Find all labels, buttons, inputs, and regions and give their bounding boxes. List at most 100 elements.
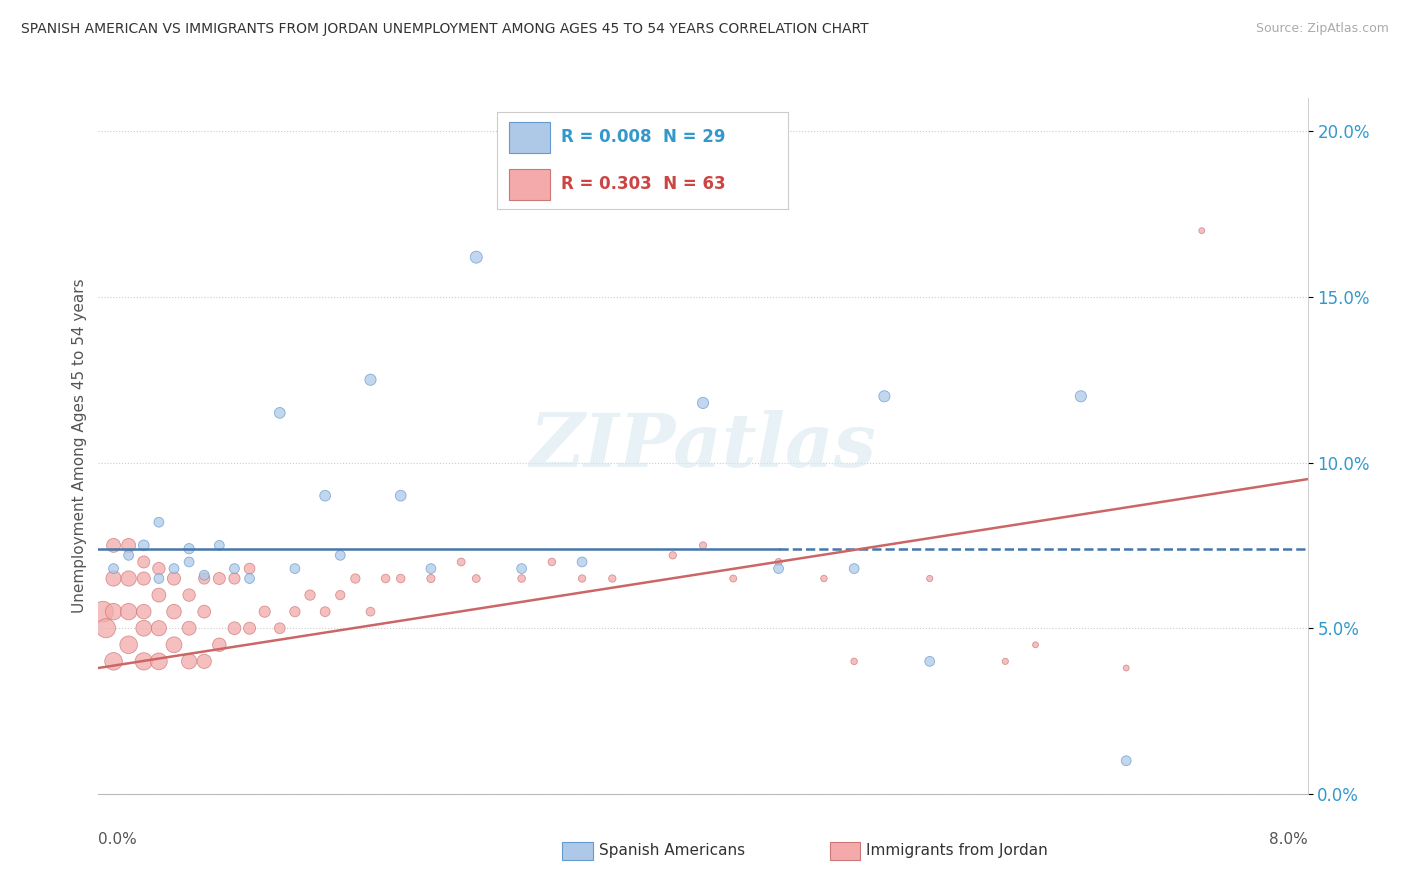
Point xyxy=(118,538,141,552)
Point xyxy=(148,561,170,575)
Point xyxy=(94,621,117,635)
Point xyxy=(510,572,533,586)
Point xyxy=(616,174,638,188)
Point xyxy=(540,555,562,569)
Point xyxy=(329,588,352,602)
Point xyxy=(329,549,352,563)
Point xyxy=(132,621,155,635)
Point xyxy=(299,588,322,602)
Text: Source: ZipAtlas.com: Source: ZipAtlas.com xyxy=(1256,22,1389,36)
Point xyxy=(163,561,186,575)
Point xyxy=(344,572,367,586)
Point xyxy=(193,568,215,582)
Point xyxy=(163,605,186,619)
Point xyxy=(1115,661,1137,675)
Text: Spanish Americans: Spanish Americans xyxy=(599,844,745,858)
Point xyxy=(314,489,336,503)
Point xyxy=(602,572,624,586)
Point xyxy=(768,561,790,575)
Point xyxy=(132,654,155,668)
Point xyxy=(374,572,396,586)
Point xyxy=(284,605,307,619)
Point xyxy=(163,638,186,652)
Point xyxy=(359,605,381,619)
Point xyxy=(510,561,533,575)
Text: SPANISH AMERICAN VS IMMIGRANTS FROM JORDAN UNEMPLOYMENT AMONG AGES 45 TO 54 YEAR: SPANISH AMERICAN VS IMMIGRANTS FROM JORD… xyxy=(21,22,869,37)
Point xyxy=(389,572,412,586)
Point xyxy=(253,605,276,619)
Point xyxy=(148,621,170,635)
Point xyxy=(103,538,125,552)
Point xyxy=(132,538,155,552)
Point xyxy=(692,396,714,410)
Point xyxy=(193,605,215,619)
Text: ZIPatlas: ZIPatlas xyxy=(530,409,876,483)
Point xyxy=(224,561,246,575)
Point xyxy=(208,572,231,586)
Point xyxy=(1070,389,1092,403)
Point xyxy=(148,588,170,602)
Text: 0.0%: 0.0% xyxy=(98,832,138,847)
Point xyxy=(193,654,215,668)
Point xyxy=(918,572,941,586)
Point xyxy=(419,572,441,586)
Point xyxy=(224,621,246,635)
Point xyxy=(91,605,114,619)
Point xyxy=(1024,638,1046,652)
Point xyxy=(465,250,488,264)
Point xyxy=(193,572,215,586)
Point xyxy=(163,572,186,586)
Point xyxy=(1115,754,1137,768)
Point xyxy=(768,555,790,569)
Point xyxy=(179,654,201,668)
Point xyxy=(873,389,896,403)
Point xyxy=(723,572,745,586)
Point xyxy=(465,572,488,586)
Point xyxy=(208,638,231,652)
Point xyxy=(571,555,593,569)
Point xyxy=(132,605,155,619)
Point xyxy=(692,538,714,552)
Point xyxy=(661,549,683,563)
Point xyxy=(179,588,201,602)
Point xyxy=(103,654,125,668)
Point xyxy=(844,561,866,575)
Point xyxy=(103,561,125,575)
Point xyxy=(103,572,125,586)
Point xyxy=(118,605,141,619)
Point xyxy=(1191,224,1213,238)
Point xyxy=(118,572,141,586)
Point xyxy=(450,555,472,569)
Text: Immigrants from Jordan: Immigrants from Jordan xyxy=(866,844,1047,858)
Point xyxy=(844,654,866,668)
Point xyxy=(389,489,412,503)
Point xyxy=(314,605,336,619)
Point xyxy=(179,541,201,556)
Point xyxy=(269,406,291,420)
Point xyxy=(359,373,381,387)
Point xyxy=(103,605,125,619)
Point xyxy=(813,572,835,586)
Point xyxy=(918,654,941,668)
Point xyxy=(179,621,201,635)
Point xyxy=(148,654,170,668)
Point xyxy=(148,515,170,529)
Point xyxy=(284,561,307,575)
Point xyxy=(208,538,231,552)
Point xyxy=(994,654,1017,668)
Point xyxy=(269,621,291,635)
Y-axis label: Unemployment Among Ages 45 to 54 years: Unemployment Among Ages 45 to 54 years xyxy=(72,278,87,614)
Point xyxy=(179,555,201,569)
Point xyxy=(148,572,170,586)
Point xyxy=(132,572,155,586)
Point xyxy=(118,638,141,652)
Point xyxy=(132,555,155,569)
Point xyxy=(224,572,246,586)
Point xyxy=(239,621,262,635)
Point xyxy=(118,549,141,563)
Point xyxy=(239,572,262,586)
Point xyxy=(571,572,593,586)
Point xyxy=(419,561,441,575)
Point xyxy=(239,561,262,575)
Text: 8.0%: 8.0% xyxy=(1268,832,1308,847)
